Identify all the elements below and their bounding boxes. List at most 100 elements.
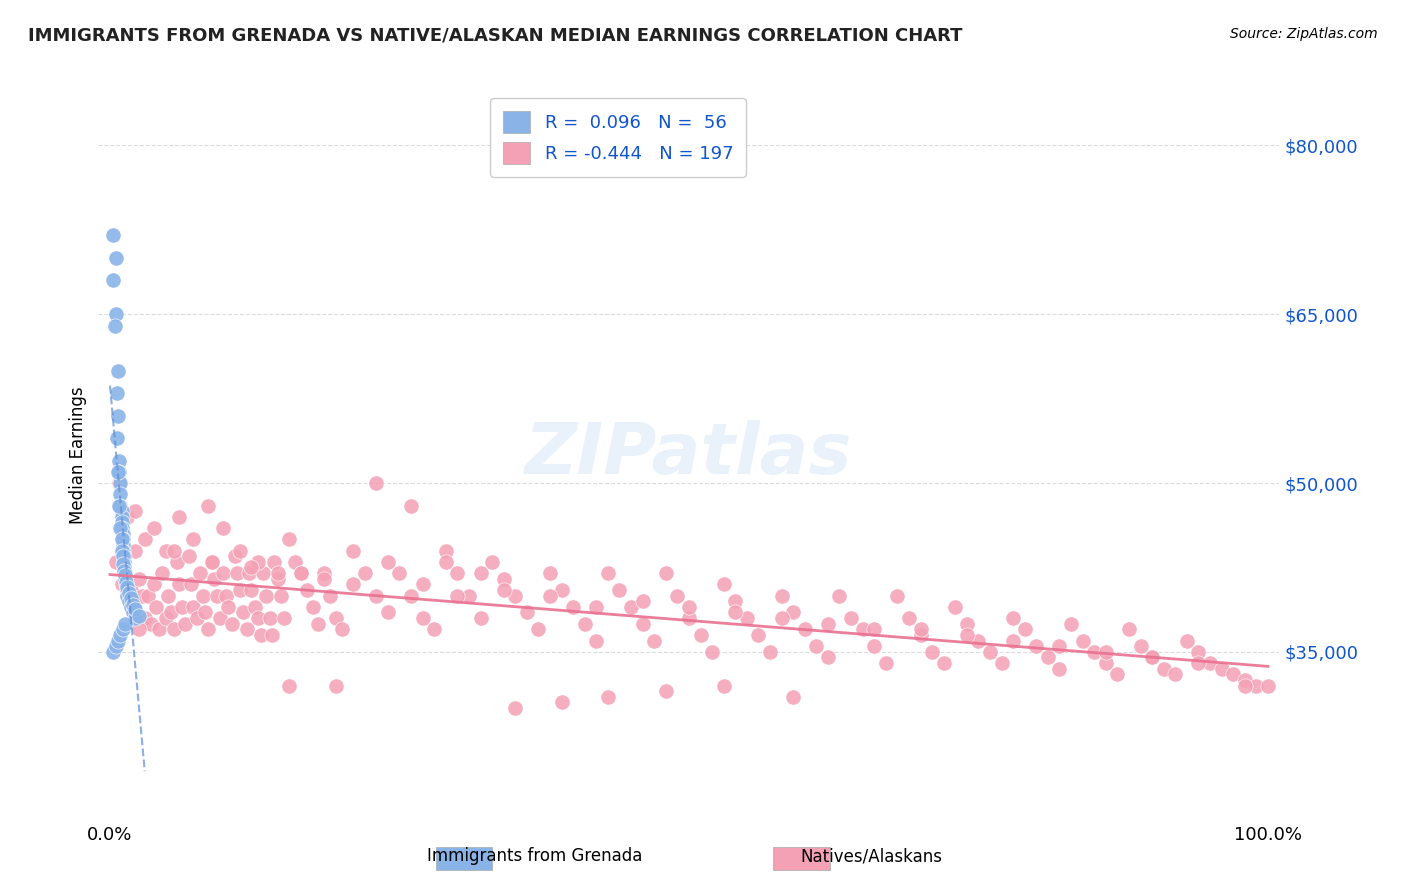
Point — [1140, 650, 1163, 665]
Point — [724, 594, 747, 608]
Point — [585, 599, 607, 614]
Point — [235, 623, 257, 637]
Point — [1211, 662, 1233, 676]
Point — [208, 611, 231, 625]
Point — [110, 499, 132, 513]
Point — [1140, 650, 1163, 665]
Point — [103, 228, 125, 243]
Point — [290, 566, 312, 580]
Point — [655, 684, 678, 698]
Point — [240, 582, 263, 597]
Point — [1002, 611, 1025, 625]
Point — [186, 611, 208, 625]
Point — [117, 586, 139, 600]
Point — [111, 623, 134, 637]
Point — [1164, 667, 1187, 681]
Point — [1060, 616, 1083, 631]
Point — [110, 521, 132, 535]
Point — [550, 582, 572, 597]
Point — [377, 555, 399, 569]
Point — [270, 589, 292, 603]
Point — [114, 566, 136, 580]
Point — [1233, 673, 1256, 687]
Point — [262, 628, 284, 642]
Point — [107, 465, 129, 479]
Point — [139, 616, 162, 631]
Point — [562, 599, 585, 614]
Point — [1175, 633, 1198, 648]
Point — [243, 599, 266, 614]
Point — [1257, 679, 1279, 693]
Point — [103, 645, 125, 659]
Point — [1246, 679, 1268, 693]
Point — [678, 611, 700, 625]
Point — [111, 557, 134, 571]
Point — [770, 589, 793, 603]
Point — [678, 599, 700, 614]
Point — [273, 611, 295, 625]
Point — [110, 521, 132, 535]
Point — [180, 577, 202, 591]
Point — [609, 582, 631, 597]
Point — [110, 543, 132, 558]
Point — [314, 572, 336, 586]
Point — [620, 599, 643, 614]
Point — [105, 386, 128, 401]
Point — [585, 633, 607, 648]
Point — [852, 623, 875, 637]
Point — [434, 555, 457, 569]
Point — [875, 656, 897, 670]
Point — [307, 616, 329, 631]
Point — [254, 589, 277, 603]
Point — [342, 543, 364, 558]
Point — [910, 623, 932, 637]
Point — [112, 560, 135, 574]
Point — [538, 566, 561, 580]
Point — [1002, 633, 1025, 648]
Point — [120, 591, 142, 605]
Point — [863, 623, 886, 637]
Point — [503, 589, 526, 603]
Point — [110, 504, 132, 518]
Point — [117, 509, 139, 524]
Point — [228, 543, 250, 558]
Point — [1199, 656, 1222, 670]
Point — [108, 476, 131, 491]
Point — [1094, 656, 1116, 670]
Point — [252, 566, 274, 580]
Point — [770, 611, 793, 625]
Point — [110, 577, 132, 591]
Point — [107, 409, 129, 423]
Point — [112, 555, 135, 569]
Point — [956, 616, 979, 631]
Point — [110, 509, 132, 524]
Point — [177, 549, 200, 564]
Point — [1049, 639, 1071, 653]
Point — [897, 611, 920, 625]
Point — [124, 611, 146, 625]
Point — [117, 589, 139, 603]
Point — [290, 566, 312, 580]
Point — [122, 598, 145, 612]
Point — [267, 572, 290, 586]
Point — [828, 589, 851, 603]
Point — [111, 543, 134, 558]
Point — [122, 606, 145, 620]
Point — [817, 616, 839, 631]
Point — [160, 606, 183, 620]
Point — [319, 589, 342, 603]
Point — [107, 363, 129, 377]
Point — [128, 608, 150, 623]
Point — [574, 616, 596, 631]
Point — [108, 453, 131, 467]
Point — [353, 566, 375, 580]
Point — [1222, 667, 1244, 681]
Point — [131, 589, 153, 603]
Point — [111, 538, 134, 552]
Point — [446, 566, 468, 580]
Point — [700, 645, 723, 659]
Point — [150, 566, 173, 580]
Point — [747, 628, 769, 642]
Point — [111, 549, 134, 564]
Point — [117, 589, 139, 603]
